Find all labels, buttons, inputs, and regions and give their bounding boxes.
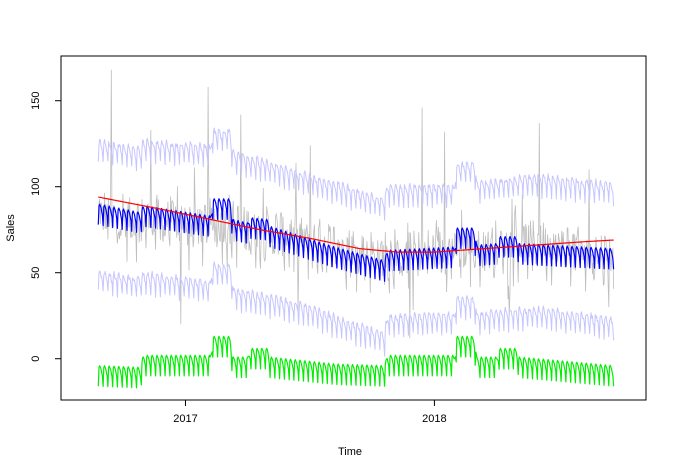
series-seasonal [97, 335, 615, 389]
y-tick-label: 150 [30, 92, 42, 110]
x-axis-title: Time [338, 446, 362, 458]
x-tick-label: 2018 [422, 413, 446, 425]
x-axis: 2017 2018 [173, 400, 447, 425]
series-lower-interval [97, 261, 615, 357]
y-tick-label: 50 [30, 267, 42, 279]
series-trend [98, 196, 614, 253]
x-tick-label: 2017 [173, 413, 197, 425]
y-tick-label: 0 [30, 356, 42, 362]
y-axis-title: Sales [5, 214, 17, 242]
series-fitted [97, 198, 615, 282]
series-upper-interval [97, 127, 615, 221]
y-tick-label: 100 [30, 178, 42, 196]
series-layer [97, 69, 615, 389]
y-axis: 0 50 100 150 [30, 92, 62, 362]
